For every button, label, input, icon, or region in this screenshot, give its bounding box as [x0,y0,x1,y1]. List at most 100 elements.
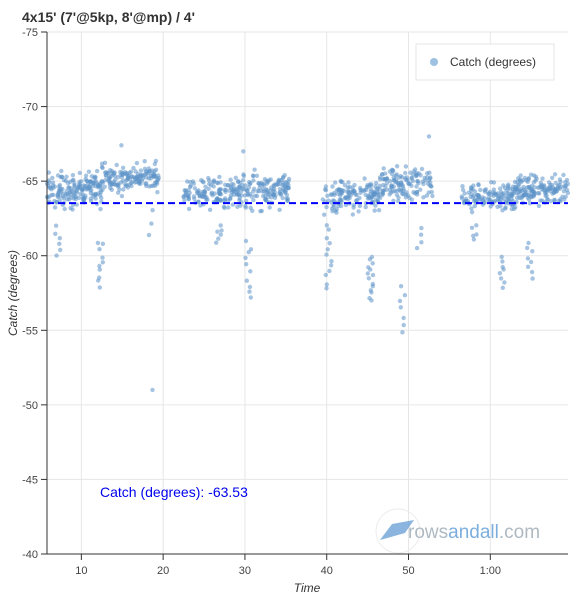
data-point [120,165,126,170]
data-point [397,298,403,304]
data-point [325,193,330,198]
data-point [501,267,506,272]
data-point [544,189,549,194]
data-point [253,193,258,198]
data-point [100,255,105,260]
data-point [469,206,474,211]
data-point [241,172,246,177]
data-point [474,223,479,228]
data-point [462,191,467,196]
data-point [368,189,373,194]
data-point [381,188,386,193]
data-point [254,173,260,178]
data-point [334,188,339,193]
data-point [210,193,215,198]
data-point [246,250,251,255]
data-point [230,202,235,207]
data-point [258,209,263,214]
data-point [323,272,328,278]
data-point [247,289,252,294]
data-point [203,184,208,189]
data-point [552,187,557,193]
data-point [329,259,334,264]
plot-area[interactable] [47,32,568,554]
data-point [497,186,503,191]
data-point [45,195,50,200]
data-point [243,255,248,261]
data-point [368,267,373,272]
data-point [228,185,234,191]
data-point [333,180,338,185]
data-point [285,196,290,201]
data-point [419,225,424,231]
data-point [398,187,403,192]
data-point [398,182,404,188]
data-point [384,177,389,182]
data-point [548,199,554,204]
data-point [459,196,465,201]
data-point [513,205,518,210]
data-point [244,262,249,267]
watermark-logo-ring [375,508,421,554]
y-tick-label: -50 [22,400,38,412]
data-point [427,183,432,188]
data-point [542,184,547,189]
data-point [564,187,570,193]
data-point [282,173,287,178]
x-axis-label: Time [294,581,321,595]
data-point [243,205,248,210]
data-point [516,192,521,197]
data-point [276,177,282,182]
data-point [398,305,403,310]
data-point [418,232,424,237]
y-tick-label: -75 [22,27,38,39]
data-point [272,186,277,192]
data-point [114,162,119,168]
data-point [186,188,191,193]
data-point [261,194,266,199]
data-point [334,207,339,212]
data-point [72,184,78,189]
data-point [495,204,500,209]
legend-label: Catch (degrees) [450,55,536,69]
data-point [472,189,478,194]
data-point [395,180,400,185]
data-point [397,175,402,180]
data-point [418,187,423,192]
x-tick-label: 40 [321,565,333,577]
data-point [363,204,368,210]
data-point [351,205,356,210]
data-point [499,192,505,197]
rowsandall-watermark: rowsandall.com [375,508,540,554]
data-point [99,195,104,201]
data-point [350,212,355,217]
data-point [538,180,543,185]
data-point [218,232,223,237]
data-point [546,180,552,185]
legend[interactable]: Catch (degrees) [415,43,555,81]
data-point [394,188,400,194]
x-tick-label: 50 [402,565,414,577]
data-point [57,241,62,246]
data-point [70,173,76,178]
data-point [526,185,531,190]
data-point [248,295,253,300]
data-point [545,197,550,202]
data-point [512,179,518,185]
data-point [243,238,249,244]
data-point [244,278,249,283]
data-point [505,190,510,196]
data-point [214,240,219,245]
data-point [500,285,505,290]
data-point [370,261,375,266]
data-point [140,176,145,181]
data-point [525,264,531,269]
data-point [85,179,90,184]
data-point [138,168,144,173]
data-point [389,185,395,190]
data-point [117,187,122,192]
data-point [185,179,190,184]
data-point [404,175,409,180]
data-point [196,190,201,195]
